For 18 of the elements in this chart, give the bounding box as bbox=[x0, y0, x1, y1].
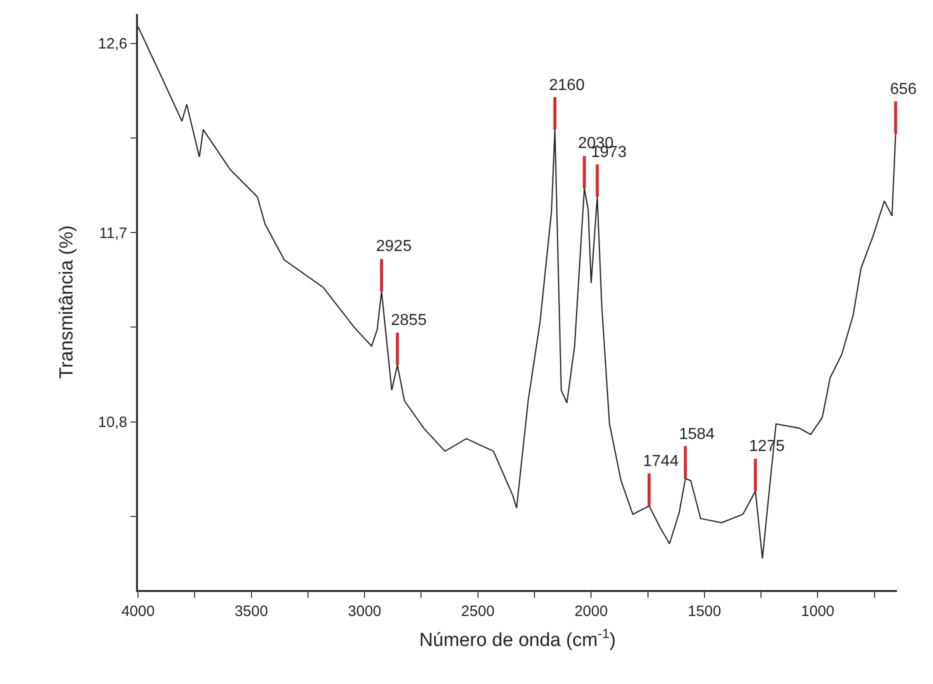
x-tick-label: 4000 bbox=[121, 602, 155, 620]
y-tick-label: 11,7 bbox=[99, 224, 128, 242]
y-tick-label: 10,8 bbox=[98, 414, 128, 432]
y-axis-title: Transmitância (%) bbox=[56, 225, 78, 379]
x-axis-title: Número de onda (cm$^{-1}$) bbox=[419, 626, 616, 652]
x-tick-label: 1000 bbox=[801, 602, 834, 620]
x-tick-label: 2000 bbox=[574, 602, 608, 620]
annotation: 2855 bbox=[391, 312, 427, 329]
annotation: 656 bbox=[890, 81, 917, 98]
annotation: 1744 bbox=[643, 453, 679, 470]
y-tick-label: 12,6 bbox=[98, 36, 128, 53]
x-tick-label: 1500 bbox=[688, 602, 722, 620]
x-tick-label: 2500 bbox=[461, 602, 495, 620]
annotation: 2925 bbox=[376, 238, 412, 255]
annotation: 2160 bbox=[549, 77, 585, 94]
x-tick-label: 3000 bbox=[348, 602, 382, 620]
annotation: 1584 bbox=[679, 426, 715, 443]
x-tick-label: 3500 bbox=[234, 602, 268, 620]
